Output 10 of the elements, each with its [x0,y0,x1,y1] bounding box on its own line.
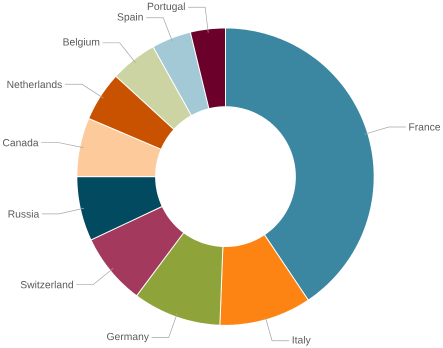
slice-label: France [409,123,440,131]
slice-label: Canada [2,138,39,146]
slice-label: Belgium [63,38,100,48]
slice-label: Italy [292,336,311,346]
slice-label: Switzerland [20,280,73,288]
slice-label: Russia [8,210,40,218]
slice-label: Spain [118,12,143,23]
slice-label: Portugal [148,2,185,12]
slice-label: Netherlands [7,80,62,88]
slice-label: Germany [107,332,149,342]
